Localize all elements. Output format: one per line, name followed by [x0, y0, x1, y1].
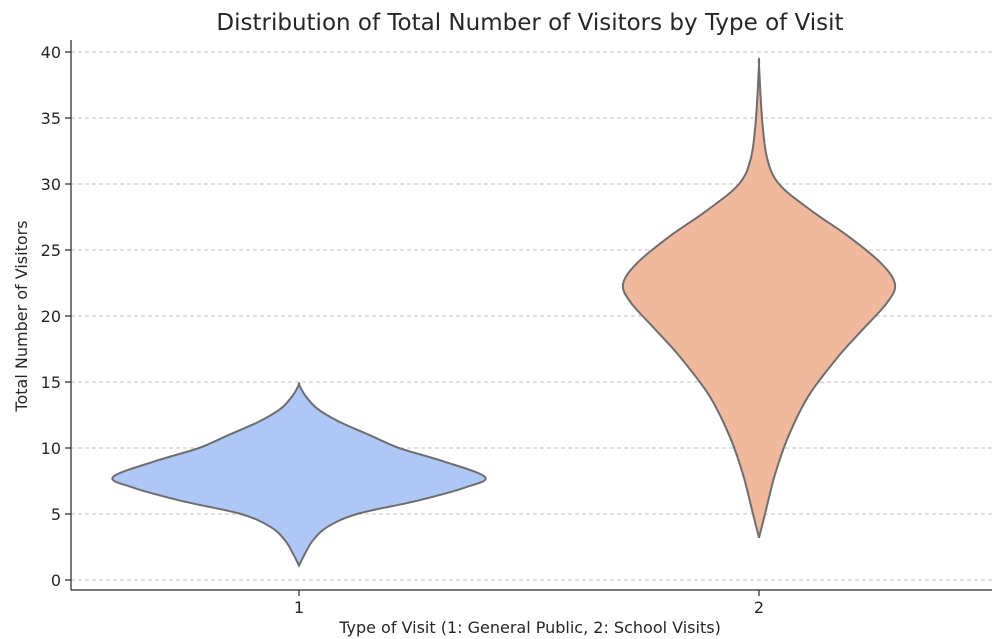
y-tick-label: 0 [51, 571, 61, 590]
y-tick-label: 25 [41, 241, 61, 260]
x-tick-label: 1 [294, 598, 304, 617]
violin-1 [111, 382, 487, 568]
x-axis-label: Type of Visit (1: General Public, 2: Sch… [338, 618, 721, 637]
violin-2 [621, 57, 897, 539]
y-tick-label: 20 [41, 307, 61, 326]
y-axis-label: Total Number of Visitors [12, 220, 31, 412]
violins [111, 57, 897, 568]
chart-title: Distribution of Total Number of Visitors… [216, 10, 843, 36]
y-tick-label: 30 [41, 175, 61, 194]
y-tick-label: 15 [41, 373, 61, 392]
y-tick-label: 10 [41, 439, 61, 458]
axes [70, 40, 992, 591]
x-tick-label: 2 [754, 598, 764, 617]
y-axis-ticks: 0 5 10 15 20 25 30 35 40 [41, 43, 71, 590]
y-tick-label: 5 [51, 505, 61, 524]
y-tick-label: 35 [41, 109, 61, 128]
y-tick-label: 40 [41, 43, 61, 62]
